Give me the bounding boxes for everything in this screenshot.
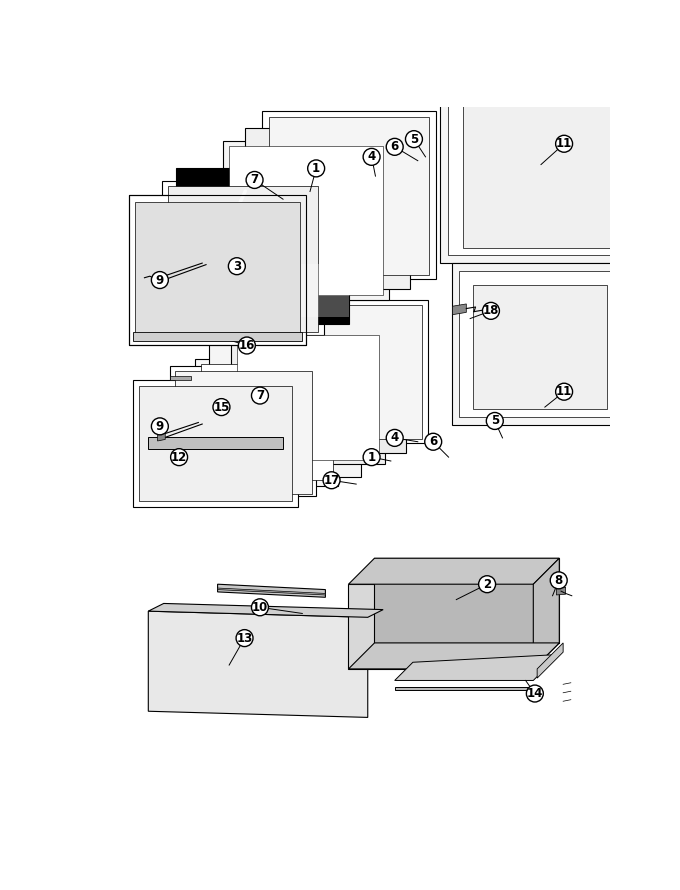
- Text: 5: 5: [410, 133, 418, 146]
- Polygon shape: [448, 86, 625, 255]
- Text: 1: 1: [367, 450, 375, 464]
- Polygon shape: [170, 366, 316, 497]
- Text: 3: 3: [233, 260, 241, 272]
- Polygon shape: [139, 386, 292, 501]
- Polygon shape: [176, 167, 350, 324]
- Polygon shape: [209, 344, 361, 477]
- Circle shape: [363, 449, 380, 465]
- Circle shape: [323, 472, 340, 489]
- Text: 7: 7: [250, 174, 258, 186]
- Text: 15: 15: [214, 400, 230, 414]
- Polygon shape: [452, 303, 466, 315]
- Text: 4: 4: [367, 150, 376, 164]
- Text: 18: 18: [483, 304, 499, 318]
- Polygon shape: [223, 141, 388, 300]
- Polygon shape: [133, 380, 299, 507]
- Polygon shape: [276, 305, 422, 439]
- Polygon shape: [348, 643, 559, 669]
- Text: 16: 16: [239, 339, 255, 352]
- Polygon shape: [148, 611, 368, 717]
- Polygon shape: [175, 371, 311, 494]
- Polygon shape: [218, 588, 326, 595]
- Circle shape: [228, 258, 245, 275]
- Polygon shape: [473, 285, 607, 409]
- Polygon shape: [270, 300, 428, 442]
- Polygon shape: [460, 271, 621, 417]
- Polygon shape: [348, 584, 533, 669]
- Polygon shape: [533, 558, 559, 669]
- Circle shape: [556, 135, 573, 152]
- Circle shape: [171, 449, 188, 465]
- Circle shape: [363, 149, 380, 166]
- Text: 7: 7: [256, 389, 264, 402]
- Polygon shape: [375, 558, 559, 643]
- Circle shape: [479, 576, 496, 593]
- Polygon shape: [394, 654, 559, 681]
- Polygon shape: [262, 111, 435, 279]
- Text: 9: 9: [156, 273, 164, 287]
- Text: 1: 1: [312, 162, 320, 175]
- Polygon shape: [537, 643, 563, 678]
- Circle shape: [405, 131, 422, 148]
- Circle shape: [486, 412, 503, 430]
- Text: 12: 12: [171, 450, 187, 464]
- Polygon shape: [440, 78, 632, 263]
- Circle shape: [246, 172, 263, 189]
- Text: 10: 10: [252, 601, 268, 614]
- Text: 2: 2: [483, 578, 491, 591]
- Circle shape: [252, 599, 269, 616]
- Polygon shape: [133, 332, 303, 341]
- Circle shape: [236, 629, 253, 646]
- Polygon shape: [229, 146, 383, 295]
- Text: 6: 6: [429, 435, 437, 449]
- Polygon shape: [158, 433, 165, 441]
- Polygon shape: [348, 558, 559, 584]
- Polygon shape: [252, 315, 406, 453]
- Polygon shape: [170, 376, 192, 380]
- Polygon shape: [162, 181, 324, 335]
- Polygon shape: [176, 263, 350, 317]
- Circle shape: [386, 138, 403, 156]
- Circle shape: [152, 271, 169, 288]
- Circle shape: [386, 430, 403, 447]
- Circle shape: [483, 303, 499, 320]
- Circle shape: [307, 160, 324, 177]
- Polygon shape: [394, 686, 533, 690]
- Text: 5: 5: [491, 415, 499, 427]
- Circle shape: [425, 433, 442, 450]
- Polygon shape: [158, 275, 165, 283]
- Text: 17: 17: [324, 473, 340, 487]
- Polygon shape: [148, 437, 283, 449]
- Polygon shape: [237, 335, 379, 460]
- Polygon shape: [269, 117, 429, 275]
- Polygon shape: [452, 263, 629, 425]
- Polygon shape: [231, 329, 385, 464]
- Circle shape: [526, 685, 543, 702]
- Text: 4: 4: [390, 432, 399, 444]
- Text: 6: 6: [390, 141, 399, 153]
- Circle shape: [239, 337, 255, 354]
- Polygon shape: [148, 603, 383, 618]
- Polygon shape: [135, 201, 300, 339]
- Polygon shape: [245, 127, 410, 289]
- Text: 11: 11: [556, 137, 573, 150]
- Text: 14: 14: [526, 687, 543, 700]
- Circle shape: [550, 572, 567, 589]
- Text: 8: 8: [555, 574, 563, 587]
- Polygon shape: [556, 587, 566, 595]
- Polygon shape: [167, 186, 318, 332]
- Polygon shape: [129, 195, 306, 345]
- Circle shape: [152, 418, 169, 435]
- Polygon shape: [201, 364, 333, 481]
- Circle shape: [213, 399, 230, 416]
- Polygon shape: [218, 584, 326, 597]
- Circle shape: [252, 387, 269, 404]
- Text: 9: 9: [156, 420, 164, 433]
- Polygon shape: [463, 101, 609, 247]
- Polygon shape: [195, 359, 338, 486]
- Text: 11: 11: [556, 385, 573, 398]
- Text: 13: 13: [237, 632, 253, 644]
- Circle shape: [556, 384, 573, 400]
